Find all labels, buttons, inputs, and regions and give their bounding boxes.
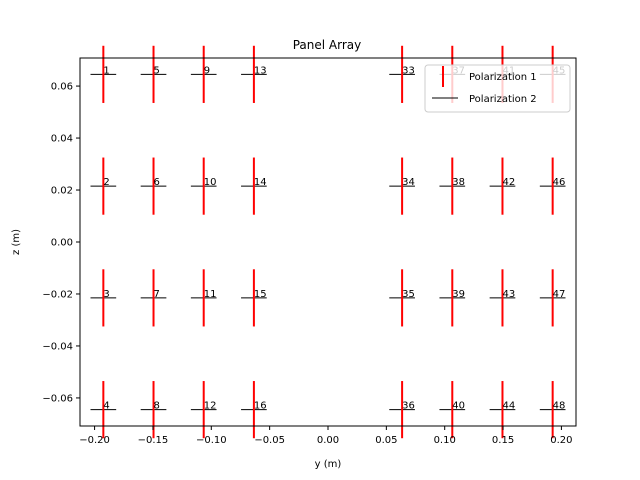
element-label: 1 [103, 65, 109, 76]
element-label: 43 [502, 289, 515, 300]
y-tick-label: −0.06 [42, 393, 73, 404]
x-tick-label: 0.20 [550, 435, 572, 446]
y-tick-label: −0.04 [42, 341, 73, 352]
x-tick-label: −0.10 [196, 435, 227, 446]
x-axis-ticks: −0.20 −0.15 −0.10 −0.05 0.00 0.05 0.10 0.15 0.20 [79, 426, 573, 446]
y-tick-label: 0.00 [51, 238, 73, 249]
element-label: 7 [154, 289, 160, 300]
plot-background [80, 58, 576, 426]
element-label: 8 [154, 401, 160, 412]
legend: Polarization 1 Polarization 2 [424, 64, 571, 113]
y-tick-label: 0.04 [51, 134, 73, 145]
element-label: 44 [502, 401, 515, 412]
x-tick-label: −0.05 [254, 435, 285, 446]
element-label: 4 [103, 401, 109, 412]
element-label: 6 [154, 177, 160, 188]
legend-box [424, 64, 571, 113]
x-tick-label: 0.10 [434, 435, 456, 446]
y-tick-label: −0.02 [42, 289, 73, 300]
element-label: 5 [154, 65, 160, 76]
legend-label-polarization-2: Polarization 2 [469, 94, 537, 105]
element-label: 33 [402, 65, 415, 76]
element-label: 48 [553, 401, 566, 412]
element-label: 39 [452, 289, 465, 300]
element-label: 3 [103, 289, 109, 300]
element-label: 10 [204, 177, 217, 188]
element-label: 16 [254, 401, 267, 412]
legend-label-polarization-1: Polarization 1 [469, 72, 537, 83]
x-tick-label: 0.00 [317, 435, 339, 446]
element-label: 38 [452, 177, 465, 188]
element-label: 42 [502, 177, 515, 188]
element-label: 15 [254, 289, 267, 300]
element-label: 46 [553, 177, 566, 188]
y-tick-label: 0.02 [51, 186, 73, 197]
element-label: 2 [103, 177, 109, 188]
x-tick-label: 0.15 [492, 435, 514, 446]
chart-title: Panel Array [293, 38, 362, 52]
element-label: 14 [254, 177, 267, 188]
element-label: 35 [402, 289, 415, 300]
x-tick-label: −0.20 [79, 435, 110, 446]
y-axis-ticks: 0.06 0.04 0.02 0.00 −0.02 −0.04 −0.06 [42, 82, 80, 404]
element-label: 36 [402, 401, 415, 412]
element-label: 34 [402, 177, 415, 188]
element-label: 12 [204, 401, 217, 412]
element-labels-layer: 1234567891011121314151633343536373839404… [103, 65, 565, 411]
y-axis-label: z (m) [11, 229, 22, 255]
element-label: 13 [254, 65, 267, 76]
plot-area [80, 58, 576, 426]
element-label: 11 [204, 289, 217, 300]
x-tick-label: −0.15 [138, 435, 169, 446]
x-tick-label: 0.05 [375, 435, 397, 446]
y-tick-label: 0.06 [51, 82, 73, 93]
element-label: 47 [553, 289, 566, 300]
element-label: 9 [204, 65, 210, 76]
x-axis-label: y (m) [315, 459, 342, 470]
element-label: 40 [452, 401, 465, 412]
